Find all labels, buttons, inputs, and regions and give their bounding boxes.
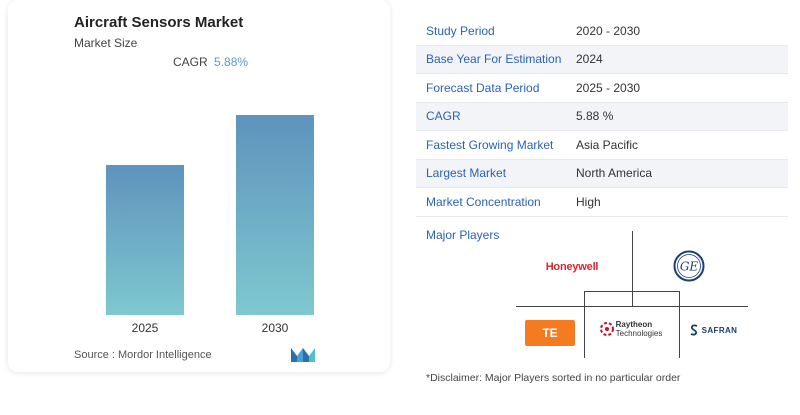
info-key: Fastest Growing Market: [426, 137, 554, 152]
cagr-text: CAGR: [173, 55, 208, 69]
ge-logo: GE: [672, 250, 706, 282]
x-tick-label: 2030: [262, 321, 289, 335]
disclaimer-text: *Disclaimer: Major Players sorted in no …: [426, 372, 681, 384]
info-row: Study Period 2020 - 2030: [416, 17, 788, 46]
ge-logo-text: GE: [680, 260, 699, 274]
players-divider-vertical-top: [632, 231, 633, 307]
raytheon-line2: Technologies: [615, 329, 663, 338]
chart-title: Aircraft Sensors Market: [74, 14, 244, 31]
info-key: Study Period: [426, 23, 495, 38]
players-box-left: [584, 291, 585, 358]
raytheon-line1: Raytheon: [615, 320, 653, 329]
cagr-value: 5.88%: [214, 55, 249, 69]
source-text: Source : Mordor Intelligence: [74, 349, 212, 361]
info-row: Largest Market North America: [416, 159, 788, 188]
info-value: 5.88 %: [576, 109, 614, 124]
players-box-top: [584, 291, 680, 292]
info-value: North America: [576, 166, 653, 181]
bar-chart: 2025 2030: [106, 115, 314, 335]
raytheon-emblem-icon: [599, 322, 614, 336]
players-divider-horizontal: [516, 306, 748, 307]
bar-2025: [106, 165, 184, 315]
info-key: Base Year For Estimation: [426, 52, 562, 67]
mordor-logo-icon: [291, 348, 315, 362]
raytheon-logo: Raytheon Technologies: [596, 316, 666, 342]
info-row: CAGR 5.88 %: [416, 102, 788, 131]
info-row: Forecast Data Period 2025 - 2030: [416, 74, 788, 103]
info-key: Largest Market: [426, 166, 507, 181]
info-table: Study Period 2020 - 2030 Base Year For Est…: [416, 17, 788, 217]
info-row: Fastest Growing Market Asia Pacific: [416, 131, 788, 160]
info-key: Market Concentration: [426, 194, 541, 209]
ge-monogram-icon: GE: [673, 250, 705, 282]
bar-2030: [236, 115, 314, 315]
chart-subtitle: Market Size: [74, 36, 138, 50]
info-value: 2020 - 2030: [576, 23, 641, 38]
safran-text: SAFRAN: [701, 325, 738, 335]
safran-logo: SAFRAN: [686, 322, 740, 338]
raytheon-text: Raytheon Technologies: [616, 320, 663, 338]
info-key: CAGR: [426, 109, 461, 124]
honeywell-logo: Honeywell: [545, 261, 599, 273]
info-value: Asia Pacific: [576, 137, 639, 152]
chart-card: Aircraft Sensors Market Market Size CAGR…: [8, 0, 390, 372]
x-tick-label: 2025: [132, 321, 159, 335]
info-key: Forecast Data Period: [426, 80, 540, 95]
safran-mark-icon: [690, 324, 697, 336]
info-value: 2025 - 2030: [576, 80, 641, 95]
info-value: 2024: [576, 52, 603, 67]
info-value: High: [576, 194, 601, 209]
info-row: Market Concentration High: [416, 188, 788, 217]
major-players-label: Major Players: [426, 228, 500, 242]
info-row: Base Year For Estimation 2024: [416, 45, 788, 74]
cagr-label: CAGR 5.88%: [173, 55, 248, 69]
te-logo: TE: [525, 320, 575, 346]
players-box-right: [679, 291, 680, 358]
